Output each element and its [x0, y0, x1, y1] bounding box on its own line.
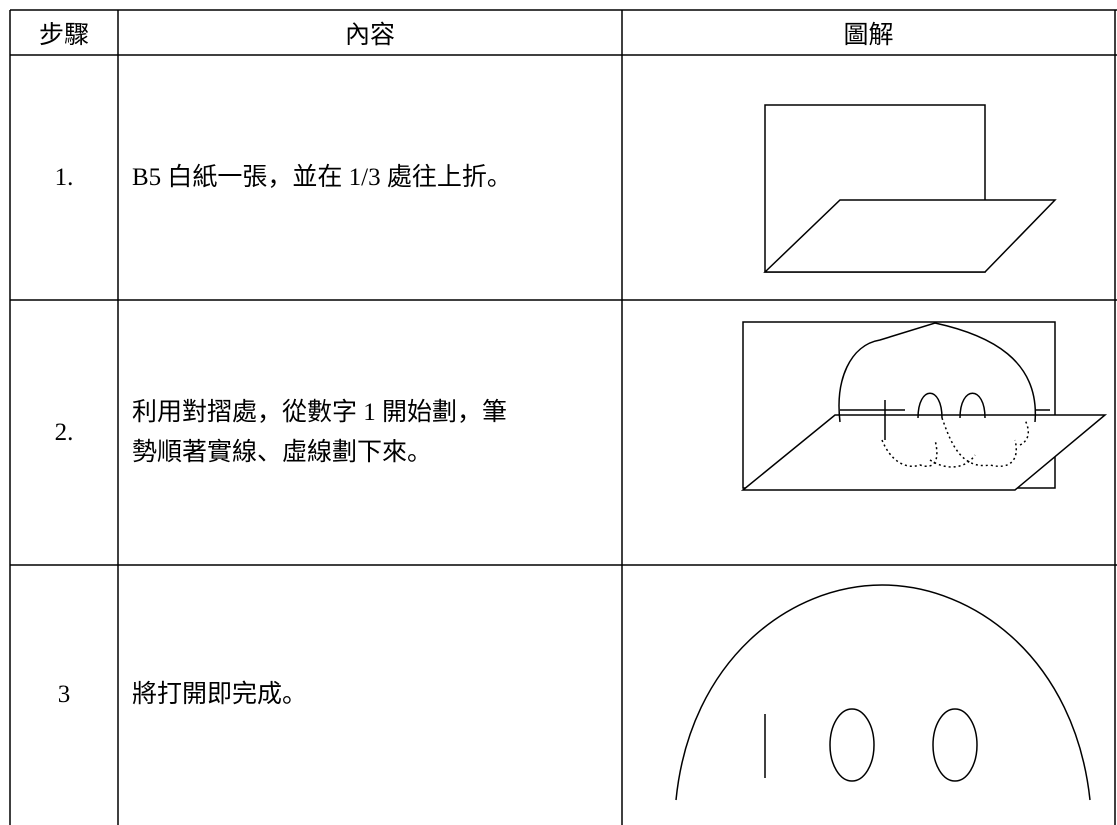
- step-1-illustration: [763, 104, 1057, 273]
- step-content: 將打開即完成。: [118, 565, 622, 825]
- step-2-illustration: [740, 321, 1108, 491]
- header-cell: 圖解: [843, 21, 894, 49]
- step-number: 2.: [54, 418, 74, 446]
- header-cell: 步驟: [38, 21, 89, 49]
- step-3-illustration: [675, 584, 1091, 801]
- table-borders: [9, 9, 1117, 825]
- step-content: B5 白紙一張，並在 1/3 處往上折。: [118, 55, 622, 300]
- step-number: 1.: [54, 163, 74, 191]
- text-line: 將打開即完成。: [132, 681, 308, 708]
- step-content: 利用對摺處，從數字 1 開始劃，筆 勢順著實線、虛線劃下來。: [118, 300, 622, 565]
- header-cell: 內容: [344, 21, 395, 49]
- text-line: 勢順著實線、虛線劃下來。: [132, 438, 433, 466]
- text-line: B5 白紙一張，並在 1/3 處往上折。: [132, 163, 512, 191]
- text-line: 利用對摺處，從數字 1 開始劃，筆: [132, 398, 508, 426]
- step-number: 3: [57, 681, 71, 708]
